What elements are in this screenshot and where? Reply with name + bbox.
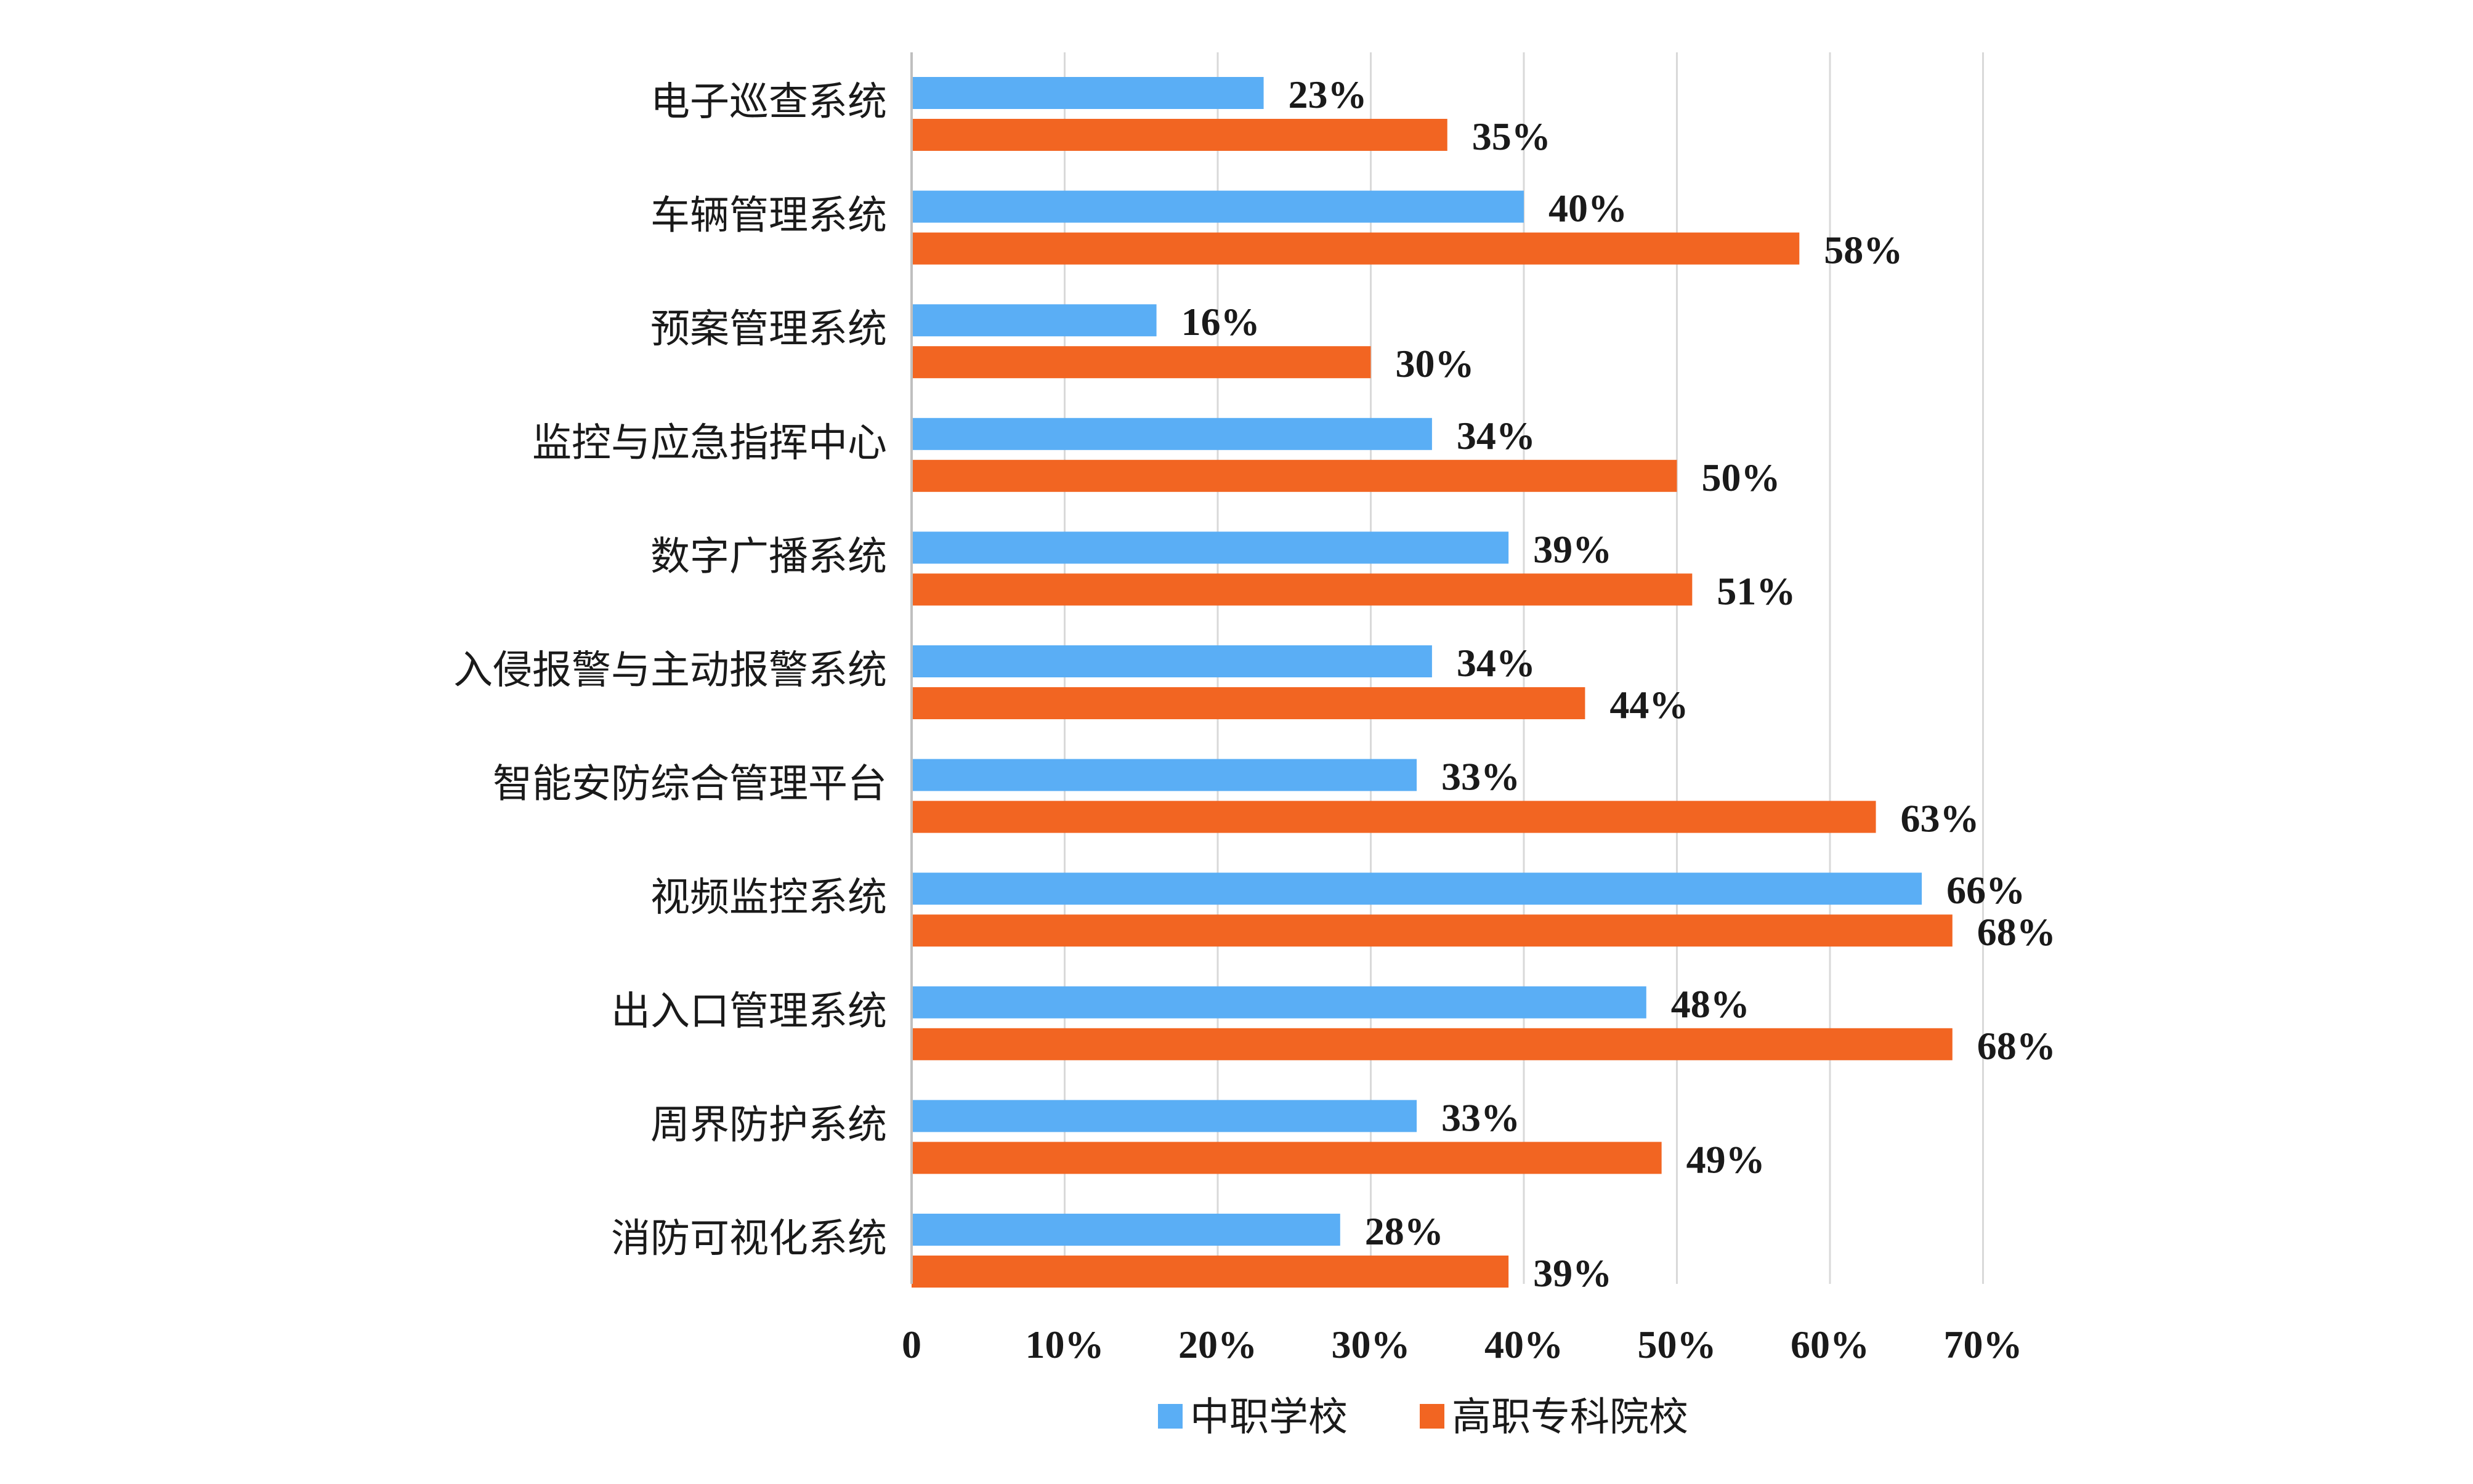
bar-series-0 [912, 77, 1264, 109]
data-label-series-1: 49% [1686, 1137, 1765, 1181]
data-labels: 23% 35% 40% 58% 16% 30% 34% 50% 39% 51% 34% 44% 33% 6… [1181, 73, 2056, 1295]
bar-series-1 [912, 1256, 1509, 1288]
bar-series-0 [912, 531, 1509, 564]
data-label-series-0: 23% [1289, 73, 1367, 116]
data-label-series-1: 30% [1396, 342, 1475, 385]
category-label: 消防可视化系统 [611, 1216, 887, 1262]
bar-series-1 [912, 1028, 1953, 1060]
category-label: 车辆管理系统 [650, 193, 887, 239]
category-label: 入侵报警与主动报警系统 [453, 648, 887, 693]
bar-series-0 [912, 986, 1646, 1018]
category-label: 监控与应急指挥中心 [532, 421, 887, 466]
data-label-series-0: 28% [1365, 1209, 1444, 1253]
x-tick-label: 30% [1332, 1323, 1411, 1366]
bar-series-1 [912, 346, 1371, 379]
legend-label-series-0: 中职学校 [1190, 1395, 1348, 1440]
data-label-series-1: 39% [1533, 1251, 1612, 1295]
data-label-series-1: 44% [1609, 683, 1688, 727]
bar-series-1 [912, 1142, 1662, 1174]
bar-series-0 [912, 873, 1922, 905]
category-label: 出入口管理系统 [611, 989, 887, 1034]
category-label: 周界防护系统 [650, 1102, 887, 1148]
data-label-series-1: 58% [1824, 228, 1903, 272]
bar-series-1 [912, 573, 1693, 606]
x-tick-label: 20% [1178, 1323, 1257, 1366]
bar-series-0 [912, 304, 1157, 337]
legend: 中职学校 高职专科院校 [1158, 1395, 1688, 1440]
bar-series-1 [912, 800, 1876, 833]
x-tick-label: 40% [1484, 1323, 1563, 1366]
data-label-series-0: 16% [1181, 300, 1260, 344]
data-label-series-0: 48% [1671, 982, 1750, 1026]
data-label-series-1: 68% [1977, 910, 2056, 954]
category-labels: 电子巡查系统车辆管理系统预案管理系统监控与应急指挥中心数字广播系统入侵报警与主动… [453, 79, 887, 1262]
bar-series-0 [912, 645, 1432, 677]
data-label-series-1: 51% [1717, 569, 1795, 613]
category-label: 数字广播系统 [650, 534, 887, 579]
bar-series-1 [912, 119, 1447, 151]
data-label-series-1: 68% [1977, 1024, 2056, 1068]
bar-series-1 [912, 914, 1953, 947]
bar-series-0 [912, 759, 1417, 791]
data-label-series-1: 63% [1901, 797, 1980, 841]
data-label-series-1: 35% [1472, 115, 1551, 158]
data-label-series-1: 50% [1702, 456, 1781, 499]
x-tick-label: 70% [1944, 1323, 2023, 1366]
bar-series-1 [912, 459, 1677, 492]
data-label-series-0: 40% [1548, 187, 1627, 230]
category-label: 智能安防综合管理平台 [493, 762, 887, 807]
legend-label-series-1: 高职专科院校 [1452, 1395, 1688, 1440]
x-tick-label: 60% [1791, 1323, 1869, 1366]
bar-series-0 [912, 1214, 1340, 1246]
x-axis-ticks: 0 10% 20% 30% 40% 50% 60% 70% [902, 1323, 2023, 1366]
x-tick-label: 10% [1026, 1323, 1104, 1366]
data-label-series-0: 66% [1946, 868, 2025, 912]
legend-item-series-1: 高职专科院校 [1420, 1395, 1688, 1440]
legend-swatch-series-1 [1420, 1404, 1444, 1429]
legend-swatch-series-0 [1158, 1404, 1183, 1429]
category-label: 视频监控系统 [650, 875, 887, 921]
data-label-series-0: 39% [1533, 527, 1612, 571]
x-tick-label: 0 [902, 1323, 921, 1366]
bars [912, 77, 1953, 1288]
bar-series-0 [912, 190, 1524, 223]
data-label-series-0: 34% [1457, 414, 1536, 458]
bar-series-1 [912, 687, 1585, 719]
data-label-series-0: 34% [1457, 641, 1536, 685]
category-label: 预案管理系统 [650, 307, 887, 352]
bar-series-0 [912, 1100, 1417, 1132]
bar-series-0 [912, 417, 1432, 450]
data-label-series-0: 33% [1441, 755, 1520, 799]
category-label: 电子巡查系统 [650, 79, 887, 125]
bar-series-1 [912, 232, 1800, 265]
data-label-series-0: 33% [1441, 1095, 1520, 1139]
x-tick-label: 50% [1638, 1323, 1717, 1366]
legend-item-series-0: 中职学校 [1158, 1395, 1348, 1440]
